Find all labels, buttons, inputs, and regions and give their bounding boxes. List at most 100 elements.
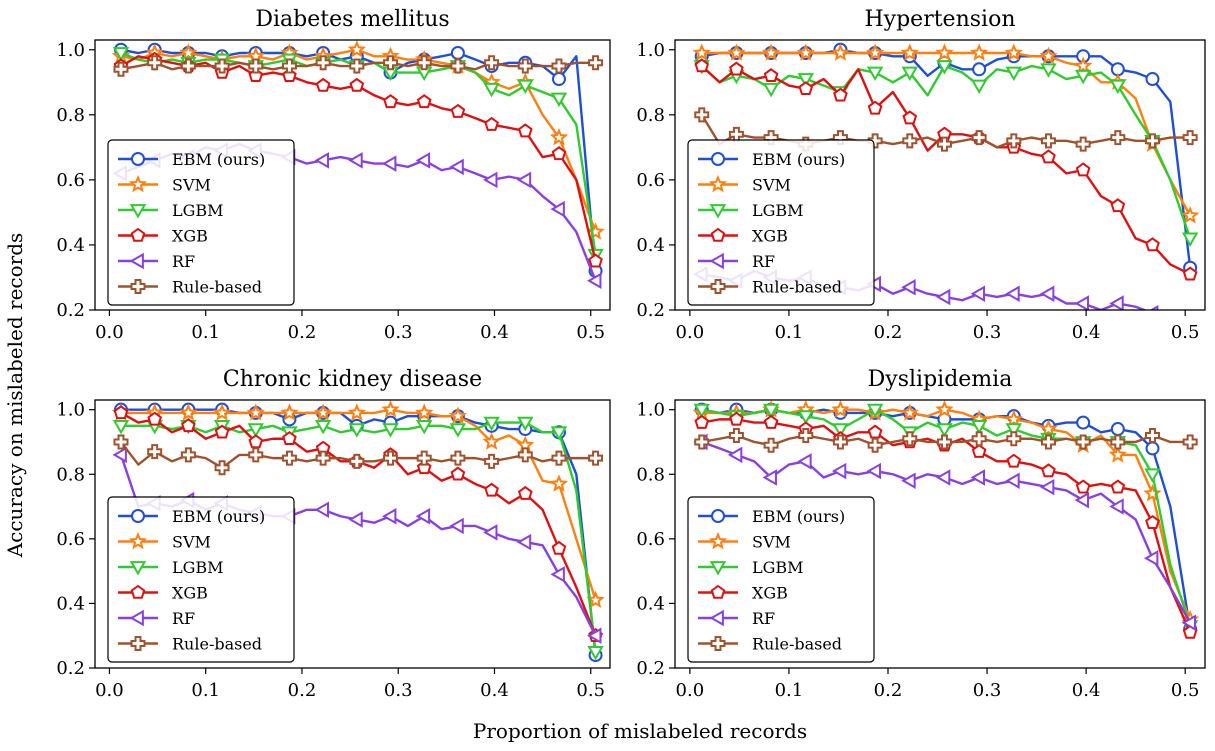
data-point: [970, 285, 986, 302]
y-tick-label: 0.2: [56, 300, 85, 321]
data-point: [483, 416, 500, 432]
data-point: [1181, 232, 1199, 247]
data-point: [1145, 514, 1160, 529]
data-point: [179, 403, 198, 421]
x-tick-label: 0.4: [480, 322, 509, 343]
legend-item-ebm-ours: EBM (ours): [698, 150, 845, 169]
data-point: [1144, 468, 1161, 483]
data-point: [971, 431, 987, 447]
data-point: [865, 43, 885, 61]
legend-label: Rule-based: [172, 278, 262, 297]
x-tick-label: 0.3: [973, 322, 1002, 343]
data-point: [551, 72, 566, 87]
data-point: [1040, 434, 1056, 450]
legend-item-rule-based: Rule-based: [698, 635, 842, 654]
panel-title: Hypertension: [864, 7, 1015, 32]
data-point: [314, 501, 330, 519]
data-point: [1041, 149, 1056, 164]
y-tick-label: 0.6: [56, 529, 85, 550]
y-tick-label: 0.2: [636, 300, 665, 321]
data-point: [347, 403, 366, 421]
legend-box: [687, 139, 875, 306]
data-point: [549, 127, 569, 146]
data-point: [381, 400, 400, 418]
y-tick-label: 0.8: [636, 105, 665, 126]
legend-label: LGBM: [172, 558, 224, 577]
data-point: [1039, 285, 1055, 302]
data-point: [1006, 133, 1022, 149]
data-point: [867, 133, 883, 149]
legend-item-svm: SVM: [118, 174, 211, 195]
legend-marker: [130, 227, 146, 242]
data-point: [349, 58, 365, 74]
legend-item-rf: RF: [118, 609, 195, 628]
data-point: [112, 446, 127, 464]
data-point: [867, 424, 883, 439]
data-point: [247, 423, 264, 438]
data-point: [348, 511, 363, 528]
legend-marker: [710, 279, 726, 294]
legend-marker: [129, 204, 147, 219]
data-point: [517, 58, 533, 74]
legend-label: EBM (ours): [752, 507, 845, 526]
data-point: [762, 469, 777, 486]
data-point: [382, 155, 397, 172]
data-point: [1181, 206, 1200, 224]
data-point: [314, 419, 332, 435]
data-point: [315, 55, 331, 71]
data-point: [935, 43, 954, 61]
data-point: [832, 423, 849, 438]
plot-area: [111, 40, 605, 289]
y-tick-label: 0.8: [636, 464, 665, 485]
data-point: [450, 103, 466, 118]
data-point: [1039, 478, 1055, 496]
data-point: [112, 47, 130, 62]
x-tick-label: 0.0: [95, 680, 124, 701]
x-tick-label: 0.4: [480, 680, 509, 701]
data-point: [1040, 133, 1056, 149]
data-point: [483, 171, 498, 189]
x-tick-label: 0.1: [775, 322, 804, 343]
legend: EBM (ours) SVM LGBM XGB RF Rule-based: [107, 496, 295, 663]
data-point: [936, 60, 953, 75]
legend-item-ebm-ours: EBM (ours): [118, 150, 265, 169]
data-point: [517, 79, 534, 95]
data-point: [728, 428, 744, 444]
data-point: [550, 566, 565, 583]
plot-area: [111, 400, 605, 663]
data-point: [1040, 63, 1057, 78]
data-point: [484, 482, 499, 497]
data-point: [729, 411, 744, 426]
x-tick-label: 0.0: [95, 322, 124, 343]
data-point: [348, 152, 363, 169]
legend-label: XGB: [752, 227, 788, 246]
data-point: [484, 453, 500, 469]
data-point: [248, 447, 264, 463]
data-point: [900, 403, 919, 421]
legend-item-lgbm: LGBM: [698, 558, 804, 577]
data-point: [588, 55, 604, 71]
y-tick-label: 0.4: [636, 235, 665, 256]
data-point: [902, 133, 918, 149]
data-point: [349, 453, 365, 469]
data-point: [797, 410, 814, 425]
data-point: [936, 136, 952, 152]
legend-label: SVM: [172, 176, 211, 195]
data-point: [1145, 133, 1160, 149]
data-point: [694, 58, 710, 73]
x-tick-label: 0.5: [1171, 322, 1200, 343]
data-point: [549, 474, 569, 492]
legend-item-xgb: XGB: [118, 227, 208, 246]
legend-item-rule-based: Rule-based: [698, 278, 842, 297]
x-tick-label: 0.5: [576, 322, 605, 343]
data-point: [214, 424, 230, 439]
data-point: [901, 472, 916, 489]
panel-title: Chronic kidney disease: [223, 367, 482, 392]
x-tick-label: 0.4: [1072, 322, 1101, 343]
data-point: [484, 116, 499, 131]
data-point: [484, 55, 500, 71]
data-point: [935, 400, 954, 418]
legend-label: RF: [172, 252, 195, 271]
legend-label: LGBM: [172, 201, 224, 220]
